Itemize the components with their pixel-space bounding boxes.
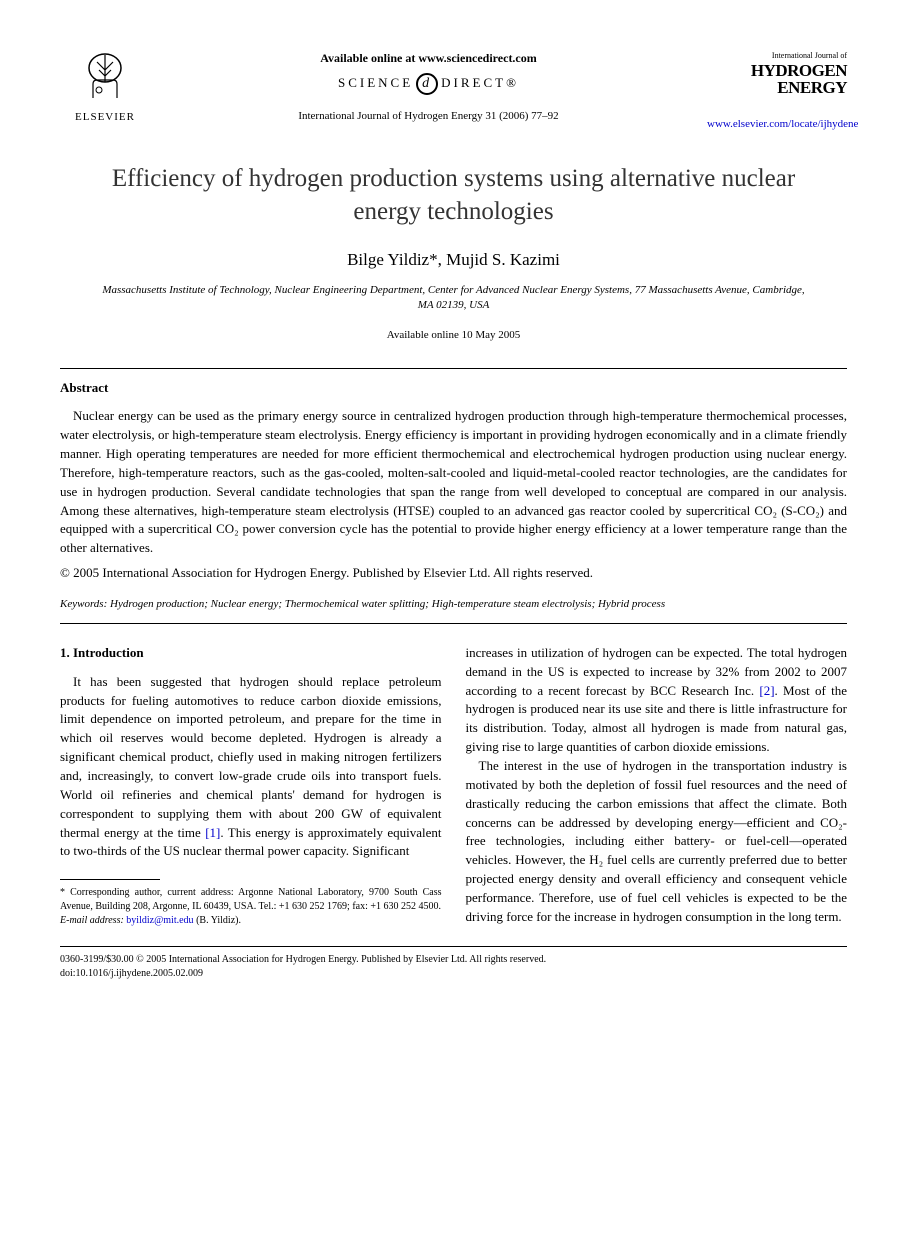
email-label: E-mail address: xyxy=(60,915,124,926)
email-link[interactable]: byildiz@mit.edu xyxy=(126,915,193,926)
journal-logo: International Journal of HYDROGEN ENERGY… xyxy=(707,50,847,133)
keywords-text: Hydrogen production; Nuclear energy; The… xyxy=(110,598,665,610)
intro-paragraph-1: It has been suggested that hydrogen shou… xyxy=(60,673,442,861)
center-header: Available online at www.sciencedirect.co… xyxy=(150,50,707,125)
reference-link-2[interactable]: [2] xyxy=(759,683,774,698)
corresponding-author-footnote: * Corresponding author, current address:… xyxy=(60,886,442,914)
intro-paragraph-2: The interest in the use of hydrogen in t… xyxy=(466,757,848,927)
keywords-label: Keywords: xyxy=(60,598,107,610)
column-right: increases in utilization of hydrogen can… xyxy=(466,644,848,928)
intro-paragraph-1-cont: increases in utilization of hydrogen can… xyxy=(466,644,848,757)
science-direct-text1: SCIENCE xyxy=(338,75,413,90)
email-footnote: E-mail address: byildiz@mit.edu (B. Yild… xyxy=(60,914,442,928)
footer-copyright: 0360-3199/$30.00 © 2005 International As… xyxy=(60,953,847,967)
elsevier-tree-icon xyxy=(60,50,150,108)
online-date: Available online 10 May 2005 xyxy=(60,328,847,344)
journal-url-link[interactable]: www.elsevier.com/locate/ijhydene xyxy=(707,117,847,133)
body-columns: 1. Introduction It has been suggested th… xyxy=(60,644,847,928)
intro-heading: 1. Introduction xyxy=(60,644,442,663)
reference-link-1[interactable]: [1] xyxy=(205,825,220,840)
abstract-copyright: © 2005 International Association for Hyd… xyxy=(60,564,847,583)
footer-separator xyxy=(60,946,847,947)
journal-logo-line2: ENERGY xyxy=(707,79,847,97)
elsevier-logo: ELSEVIER xyxy=(60,50,150,126)
footer-doi: doi:10.1016/j.ijhydene.2005.02.009 xyxy=(60,967,847,981)
intro-text-1a: It has been suggested that hydrogen shou… xyxy=(60,674,442,840)
footnote-separator xyxy=(60,879,160,880)
keywords-line: Keywords: Hydrogen production; Nuclear e… xyxy=(60,597,847,613)
journal-citation: International Journal of Hydrogen Energy… xyxy=(170,109,687,125)
abstract-heading: Abstract xyxy=(60,379,847,398)
divider xyxy=(60,368,847,369)
journal-logo-line1: HYDROGEN xyxy=(707,62,847,80)
elsevier-label: ELSEVIER xyxy=(60,110,150,126)
affiliation: Massachusetts Institute of Technology, N… xyxy=(100,283,807,314)
science-direct-text2: DIRECT® xyxy=(441,75,519,90)
at-icon: d xyxy=(416,73,438,95)
header-row: ELSEVIER Available online at www.science… xyxy=(60,50,847,133)
article-title: Efficiency of hydrogen production system… xyxy=(100,163,807,228)
column-left: 1. Introduction It has been suggested th… xyxy=(60,644,442,928)
abstract-text: Nuclear energy can be used as the primar… xyxy=(60,407,847,558)
divider xyxy=(60,623,847,624)
available-online-text: Available online at www.sciencedirect.co… xyxy=(170,50,687,67)
authors: Bilge Yildiz*, Mujid S. Kazimi xyxy=(60,248,847,273)
science-direct-logo: SCIENCEdDIRECT® xyxy=(170,73,687,95)
journal-logo-small: International Journal of xyxy=(707,50,847,62)
email-suffix: (B. Yildiz). xyxy=(196,915,241,926)
